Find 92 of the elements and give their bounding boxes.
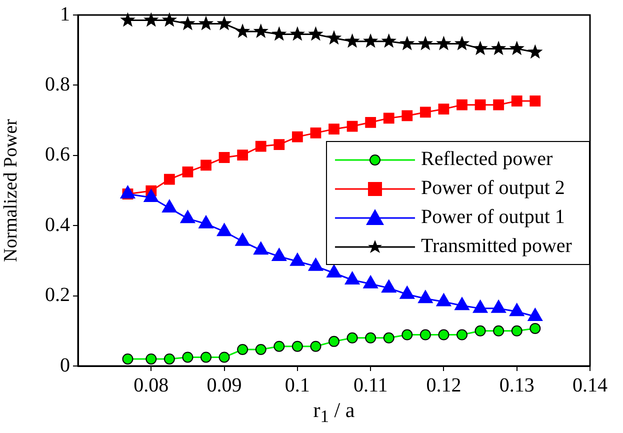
point	[474, 99, 486, 110]
y-tick-label: 0	[60, 354, 70, 376]
point	[402, 110, 413, 122]
point	[234, 23, 250, 38]
y-tick-label: 1	[60, 3, 70, 26]
point	[216, 16, 232, 30]
point	[511, 325, 522, 336]
point	[344, 272, 360, 285]
point	[180, 16, 196, 30]
point	[237, 150, 248, 160]
legend-label: Transmitted power	[421, 235, 572, 258]
point	[255, 344, 266, 356]
point	[292, 340, 303, 352]
point	[182, 166, 194, 178]
point	[144, 12, 159, 27]
point	[218, 152, 230, 163]
point	[511, 96, 522, 106]
y-axis-title: Normalized Power	[0, 118, 22, 262]
x-tick-label: 0.1	[284, 374, 310, 396]
point	[362, 33, 378, 48]
point	[198, 16, 214, 30]
point	[402, 329, 413, 340]
x-tick-label: 0.09	[206, 374, 242, 396]
point	[164, 353, 175, 364]
point	[253, 23, 268, 38]
x-tick-label: 0.14	[572, 374, 608, 396]
point	[310, 340, 322, 352]
point	[438, 329, 450, 340]
point	[438, 104, 450, 115]
point	[472, 40, 488, 56]
point	[383, 332, 394, 344]
x-axis-title: r$_{1}$ / a	[312, 398, 356, 428]
point	[146, 353, 157, 364]
point	[420, 106, 431, 118]
point	[292, 131, 303, 142]
point	[528, 44, 543, 59]
point	[200, 352, 212, 363]
point	[120, 186, 136, 199]
x-tick-label: 0.13	[499, 374, 534, 396]
point	[326, 30, 342, 45]
legend-label: Power of output 2	[421, 177, 565, 200]
point	[493, 325, 504, 336]
point	[344, 33, 360, 48]
point	[456, 99, 468, 110]
x-tick-label: 0.11	[353, 374, 388, 396]
point	[474, 325, 486, 336]
point	[310, 127, 322, 138]
point	[182, 352, 194, 363]
point	[420, 329, 431, 340]
point	[509, 40, 524, 56]
point	[255, 140, 266, 152]
point	[365, 332, 376, 344]
point	[290, 26, 306, 41]
point	[328, 124, 340, 135]
point	[237, 344, 248, 356]
x-tick-label: 0.08	[134, 374, 169, 396]
point	[381, 33, 396, 48]
point	[365, 116, 376, 128]
point	[274, 139, 285, 150]
point	[308, 26, 324, 41]
y-tick-label: 0.2	[45, 284, 70, 306]
point	[216, 223, 232, 236]
point	[164, 174, 175, 185]
legend-label: Reflected power	[421, 148, 553, 171]
point	[454, 36, 470, 50]
point	[180, 210, 196, 224]
point	[383, 112, 394, 124]
point	[120, 12, 136, 27]
y-tick-label: 0.8	[45, 73, 70, 96]
point	[418, 36, 434, 50]
point	[162, 200, 177, 213]
y-tick-label: 0.6	[45, 144, 70, 166]
point	[122, 353, 134, 364]
point	[493, 99, 504, 110]
point	[274, 340, 285, 352]
point	[218, 352, 230, 363]
point	[490, 40, 506, 56]
point	[328, 336, 340, 347]
point	[162, 12, 178, 27]
point	[436, 36, 452, 50]
point	[200, 160, 212, 171]
point	[272, 26, 287, 41]
point	[346, 120, 358, 132]
x-tick-label: 0.12	[426, 374, 462, 396]
point	[400, 36, 415, 50]
point	[346, 332, 358, 344]
point	[144, 189, 159, 202]
legend-label: Power of output 1	[421, 206, 565, 229]
point	[456, 329, 468, 340]
point	[530, 96, 541, 106]
y-tick-label: 0.4	[45, 214, 70, 236]
point	[530, 322, 541, 334]
